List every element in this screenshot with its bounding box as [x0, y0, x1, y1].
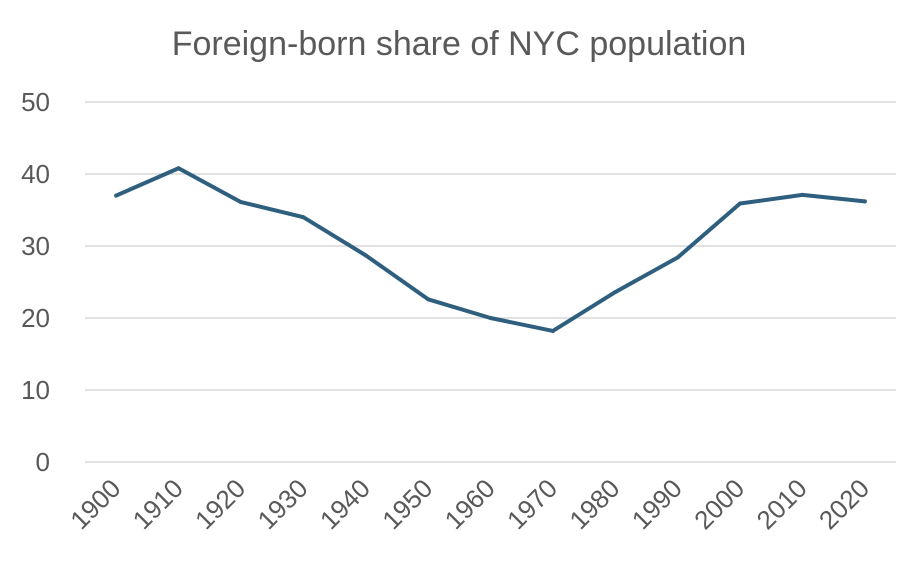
x-tick-label: 1930 — [251, 473, 313, 535]
data-point — [114, 193, 119, 198]
data-point — [862, 199, 867, 204]
gridlines — [85, 101, 896, 463]
y-tick-label: 40 — [21, 159, 50, 189]
x-tick-label: 1920 — [189, 473, 251, 535]
x-tick-label: 1960 — [439, 473, 501, 535]
x-tick-label: 1900 — [64, 473, 126, 535]
y-tick-label: 50 — [21, 87, 50, 117]
x-tick-label: 1990 — [626, 473, 688, 535]
x-tick-label: 1950 — [376, 473, 438, 535]
x-tick-label: 2010 — [751, 473, 813, 535]
data-point — [238, 200, 243, 205]
x-tick-label: 2000 — [688, 473, 750, 535]
data-point — [550, 328, 555, 333]
data-point — [363, 253, 368, 258]
data-point — [800, 192, 805, 197]
data-point — [301, 215, 306, 220]
series-layer — [114, 166, 867, 333]
y-tick-label: 0 — [36, 447, 50, 477]
series-line — [114, 166, 867, 333]
data-point — [426, 297, 431, 302]
x-tick-label: 1910 — [127, 473, 189, 535]
data-point — [176, 166, 181, 171]
data-point — [738, 201, 743, 206]
y-axis-ticks: 0 10 20 30 40 50 — [21, 87, 50, 477]
x-tick-label: 1980 — [563, 473, 625, 535]
x-tick-label: 1970 — [501, 473, 563, 535]
chart-title: Foreign-born share of NYC population — [172, 25, 747, 63]
data-point — [488, 316, 493, 320]
y-tick-label: 30 — [21, 231, 50, 261]
x-tick-label: 1940 — [314, 473, 376, 535]
x-axis-ticks: 1900 1910 1920 1930 1940 1950 1960 1970 1980 1990… — [64, 473, 875, 535]
data-point — [675, 255, 680, 260]
x-tick-label: 2020 — [813, 473, 875, 535]
data-point — [613, 290, 618, 295]
y-tick-label: 10 — [21, 375, 50, 405]
y-tick-label: 20 — [21, 303, 50, 333]
